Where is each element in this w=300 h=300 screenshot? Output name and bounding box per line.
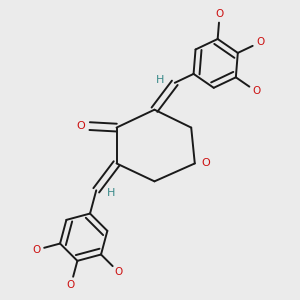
Text: O: O	[76, 121, 85, 131]
Text: O: O	[202, 158, 211, 168]
Text: H: H	[107, 188, 116, 198]
Text: O: O	[252, 86, 260, 96]
Text: O: O	[215, 9, 224, 19]
Text: O: O	[256, 37, 264, 47]
Text: O: O	[67, 280, 75, 290]
Text: H: H	[156, 75, 164, 85]
Text: O: O	[114, 267, 123, 277]
Text: O: O	[32, 245, 40, 255]
